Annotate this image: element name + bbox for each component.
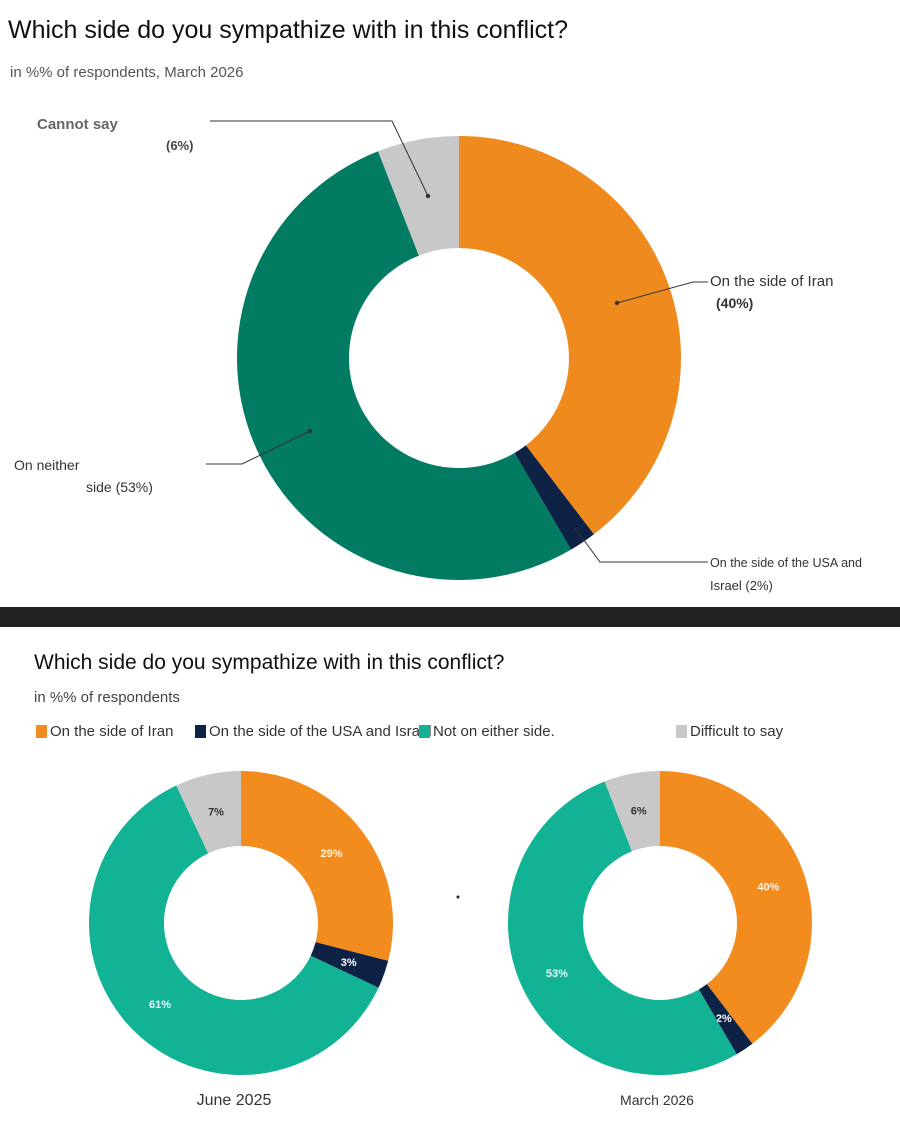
june2025-data-label-neither: 61% <box>149 999 171 1011</box>
top-chart-subtitle: in %% of respondents, March 2026 <box>10 64 244 81</box>
legend-swatch-usa <box>195 725 206 738</box>
march2026-data-label-usa: 2% <box>716 1013 732 1025</box>
june2025-slice-neither <box>88 785 379 1075</box>
legend-item-neither: Not on either side. <box>419 723 555 740</box>
legend-swatch-difficult <box>676 725 687 738</box>
label-cannot-say: Cannot say <box>37 116 119 133</box>
june2025-slice-usa <box>310 942 389 988</box>
june2025-data-label-other: 7% <box>208 806 224 818</box>
top-slice-iran <box>459 136 682 535</box>
label-usa-line2: Israel (2%) <box>710 578 773 593</box>
legend-label-neither: Not on either side. <box>433 723 555 740</box>
leader-line-usa <box>574 527 708 563</box>
june2025-data-label-usa: 3% <box>341 957 357 969</box>
june2025-data-label-iran: 29% <box>320 848 342 860</box>
label-cannot-say-pct: (6%) <box>166 138 193 153</box>
legend-item-difficult: Difficult to say <box>676 723 783 740</box>
leader-dot-neither <box>307 428 313 434</box>
bottom-chart-subtitle: in %% of respondents <box>34 689 180 706</box>
june2025-slice-iran <box>241 771 393 961</box>
caption-june-2025: June 2025 <box>197 1092 272 1109</box>
legend-swatch-neither <box>419 725 430 738</box>
leader-dot-iran <box>614 300 620 306</box>
leader-line-cannot <box>210 120 429 197</box>
march2026-slice-usa <box>698 984 753 1055</box>
march2026-slice-other <box>604 771 660 852</box>
top-slice-other <box>378 136 459 256</box>
top-chart-panel: Which side do you sympathize with in thi… <box>8 16 862 593</box>
top-slice-neither <box>237 151 571 580</box>
leader-line-iran <box>616 281 708 304</box>
label-neither-line2: side (53%) <box>86 479 153 495</box>
top-slice-usa <box>514 445 594 550</box>
march2026-data-label-neither: 53% <box>546 968 568 980</box>
bottom-chart-panel: Which side do you sympathize with in thi… <box>0 627 900 1146</box>
top-donut-chart: Cannot say (6%) On the side of Iran (40%… <box>14 116 862 593</box>
label-usa-line1: On the side of the USA and <box>710 555 862 570</box>
label-iran-pct: (40%) <box>716 295 753 311</box>
panel-divider <box>0 607 900 627</box>
legend-label-iran: On the side of Iran <box>50 723 174 740</box>
leader-line-neither <box>206 430 311 465</box>
march2026-slice-neither <box>508 781 737 1075</box>
march2026-data-label-iran: 40% <box>757 881 779 893</box>
legend: On the side of Iran On the side of the U… <box>0 723 900 747</box>
bottom-donut-charts: 29% 3% 61% 7% 40% 2% 53% 6% June 2025 March 20… <box>88 771 813 1109</box>
legend-swatch-iran <box>36 725 47 738</box>
legend-label-difficult: Difficult to say <box>690 723 784 740</box>
caption-march-2026: March 2026 <box>620 1092 694 1108</box>
leader-dot-cannot <box>425 193 431 199</box>
legend-item-usa: On the side of the USA and Israel <box>195 723 432 740</box>
label-neither-line1: On neither <box>14 457 80 473</box>
june2025-slice-other <box>176 771 241 854</box>
stray-dot <box>456 895 460 899</box>
legend-item-iran: On the side of Iran <box>36 723 173 740</box>
bottom-chart-title: Which side do you sympathize with in thi… <box>34 651 505 674</box>
top-chart-title: Which side do you sympathize with in thi… <box>8 16 568 44</box>
march2026-data-label-other: 6% <box>631 805 647 817</box>
march2026-slice-iran <box>660 771 813 1044</box>
label-iran: On the side of Iran <box>710 273 833 290</box>
legend-label-usa: On the side of the USA and Israel <box>209 723 432 740</box>
